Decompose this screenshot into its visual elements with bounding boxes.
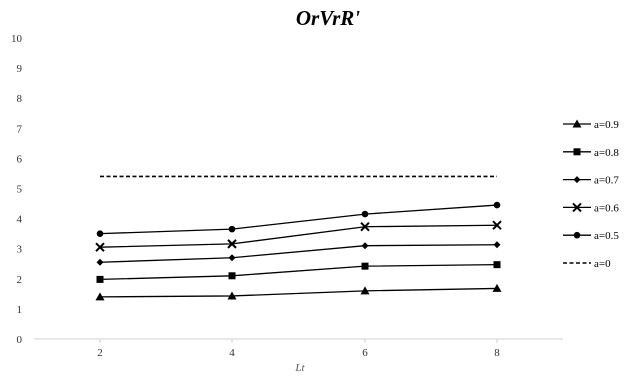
series-line [99, 264, 498, 281]
data-point [493, 201, 501, 209]
legend-label: a=0.5 [594, 230, 619, 242]
x-marker-stroke [360, 222, 370, 232]
data-point [95, 242, 105, 252]
data-point [493, 241, 501, 249]
x-marker-stroke [227, 239, 237, 249]
x-marker-stroke [95, 242, 105, 252]
y-tick-label: 8 [17, 93, 23, 105]
data-point [492, 220, 502, 230]
x-tick-label: 2 [97, 347, 103, 359]
data-point [361, 210, 369, 218]
legend-marker [572, 202, 582, 213]
chart-legend: a=0.9 a=0.8 a=0.7 a=0.6 a=0.5 a=0 [563, 119, 619, 270]
legend-item: a=0.5 [563, 230, 619, 242]
data-point [492, 283, 502, 292]
y-tick-label: 1 [17, 304, 23, 316]
legend-marker [573, 176, 581, 184]
series-a-0-7 [96, 241, 501, 266]
x-tick-label: 8 [494, 347, 500, 359]
series-a-0-9 [95, 283, 502, 301]
series-line [99, 204, 498, 235]
legend-item: a=0.6 [563, 202, 619, 214]
legend-label: a=0.8 [594, 147, 619, 159]
y-tick-label: 5 [17, 184, 23, 196]
legend-label: a=0.9 [594, 119, 619, 131]
legend-item: a=0.9 [563, 119, 619, 131]
y-tick-label: 0 [17, 334, 23, 346]
series-a-0-6 [95, 220, 502, 252]
y-tick-label: 10 [11, 33, 23, 45]
plot-area [95, 175, 502, 301]
y-tick-label: 4 [17, 214, 23, 226]
legend-label: a=0.7 [594, 175, 619, 187]
y-tick-label: 3 [17, 244, 23, 256]
legend-marker [573, 231, 581, 239]
legend-label: a=0 [594, 258, 611, 270]
y-tick-label: 2 [17, 274, 23, 286]
x-tick-label: 6 [362, 347, 368, 359]
data-point [95, 292, 105, 301]
series-line [99, 224, 498, 248]
series-line [99, 287, 498, 298]
data-point [228, 254, 236, 262]
series-a-0-5 [96, 201, 501, 237]
legend-marker [573, 148, 581, 156]
x-axis-label: Lt [294, 362, 305, 374]
chart-title: OrVrR' [296, 6, 360, 30]
data-point [227, 291, 237, 300]
data-point [361, 242, 369, 250]
data-point [228, 225, 236, 233]
legend-item: a=0 [563, 258, 611, 270]
data-point [227, 239, 237, 249]
data-point [228, 272, 236, 280]
y-tick-label: 7 [17, 123, 23, 135]
x-marker-stroke [572, 202, 582, 213]
series-a-0-8 [96, 261, 501, 283]
data-point [96, 275, 104, 283]
data-point [360, 286, 370, 295]
chart-axes: 0 1 2 3 4 5 6 7 8 9 10 2 4 6 8 [11, 33, 563, 359]
x-marker-stroke [492, 220, 502, 230]
data-point [493, 261, 501, 269]
data-point [360, 222, 370, 232]
legend-marker [572, 119, 582, 128]
y-tick-label: 9 [17, 63, 23, 75]
legend-item: a=0.7 [563, 175, 619, 187]
data-point [96, 230, 104, 237]
legend-item: a=0.8 [563, 147, 619, 159]
series-line [99, 244, 498, 263]
data-point [361, 262, 369, 270]
data-point [96, 258, 104, 266]
y-tick-label: 6 [17, 153, 23, 165]
x-tick-label: 4 [229, 347, 235, 359]
legend-label: a=0.6 [594, 202, 619, 214]
